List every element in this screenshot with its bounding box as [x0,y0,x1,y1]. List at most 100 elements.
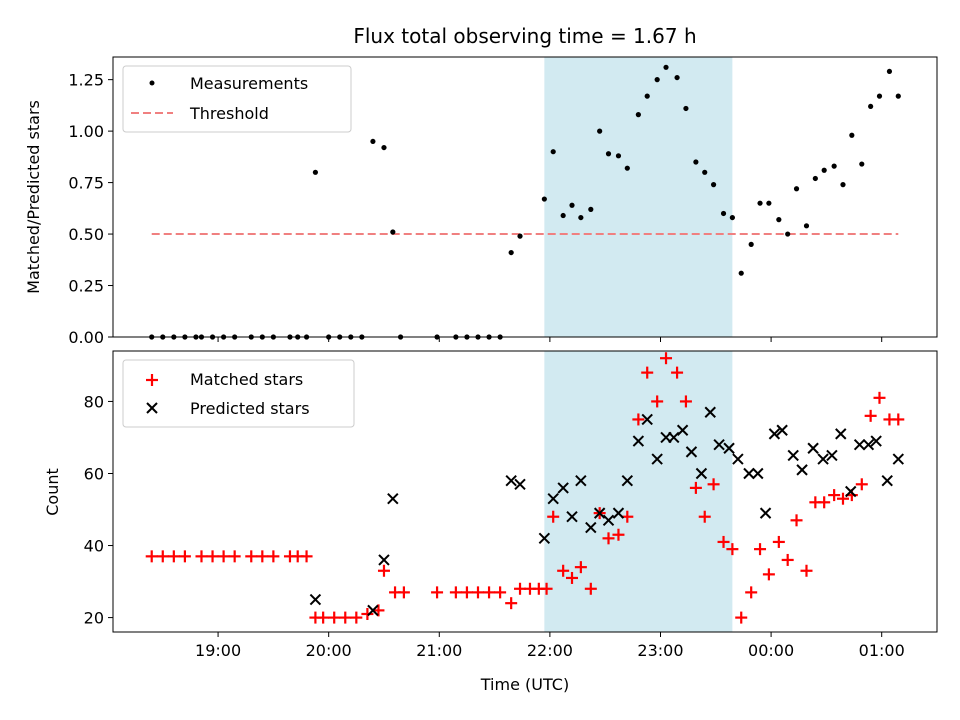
measurement-point-49 [702,169,708,175]
measurement-point-43 [644,93,650,99]
measurement-point-33 [550,149,556,155]
predicted-star-point-28 [743,467,755,480]
measurement-point-50 [710,182,717,188]
matched-star-point-38 [574,561,587,574]
predicted-star-stroke-b-40 [853,438,866,451]
predicted-star-stroke-b-32 [776,424,788,436]
top-y-tick-label-2: 0.50 [68,225,104,244]
x-tick-label-3: 22:00 [527,641,573,660]
matched-star-point-68 [855,478,868,491]
matched-star-point-51 [698,510,711,523]
measurement-point-65 [849,132,855,138]
legend-predicted-marker [146,402,158,414]
measurement-point-66 [859,161,865,167]
measurement-point-63 [831,163,837,169]
matched-star-point-60 [781,553,794,566]
x-tick-label-5: 00:00 [748,641,794,660]
predicted-star-point-24 [704,406,716,418]
matched-star-point-39 [584,582,597,595]
measurement-point-53 [738,270,744,276]
bottom-y-tick-label-0: 20 [84,609,104,628]
predicted-star-point-12 [593,507,606,519]
predicted-star-stroke-b-23 [695,467,708,480]
measurement-point-15 [312,169,319,175]
measurement-point-47 [683,105,689,112]
predicted-star-point-14 [612,507,625,519]
predicted-star-point-44 [892,453,904,465]
matched-star-point-6 [217,550,230,563]
predicted-star-stroke-b-14 [612,507,625,519]
matched-star-point-19 [361,607,374,620]
predicted-star-stroke-b-29 [752,467,764,480]
predicted-star-stroke-b-24 [704,406,716,418]
predicted-star-point-31 [768,428,781,440]
bottom-y-axis-label: Count [43,468,62,516]
predicted-star-stroke-b-35 [807,442,819,454]
predicted-star-point-18 [651,453,663,465]
measurement-point-56 [766,200,772,206]
measurement-point-61 [812,175,818,182]
predicted-star-point-10 [575,474,587,487]
measurement-point-34 [560,212,566,219]
predicted-star-stroke-b-16 [632,435,645,447]
predicted-star-stroke-b-34 [796,464,808,476]
measurement-point-32 [541,196,547,202]
measurement-point-35 [569,202,575,208]
predicted-star-stroke-b-15 [621,474,634,487]
x-tick-label-4: 23:00 [637,641,683,660]
predicted-star-stroke-b-7 [547,492,559,505]
predicted-star-point-37 [826,449,838,462]
predicted-star-stroke-b-39 [845,485,857,498]
matched-star-point-36 [557,564,570,577]
predicted-star-point-4 [505,474,517,487]
legend-measurements-marker [149,80,155,86]
top-panel: Flux total observing time = 1.67 h 0.000… [24,24,938,347]
measurement-point-67 [868,103,874,110]
predicted-star-stroke-b-8 [557,482,569,494]
matched-star-point-42 [612,528,625,541]
matched-star-point-2 [167,550,180,563]
matched-star-point-10 [267,550,280,563]
count-points [145,352,905,624]
predicted-star-stroke-b-42 [870,435,882,447]
matched-star-point-15 [317,611,330,624]
predicted-star-point-35 [807,442,819,454]
matched-star-point-7 [228,550,241,563]
top-x-ticks [217,337,883,342]
predicted-star-point-22 [685,446,698,458]
matched-star-point-24 [431,586,444,599]
predicted-star-point-25 [713,438,725,451]
matched-star-point-37 [566,571,579,584]
predicted-star-point-41 [862,438,875,451]
matched-star-point-13 [300,550,313,563]
predicted-star-point-7 [547,492,559,505]
top-y-axis: 0.00 0.25 0.50 0.75 1.00 1.25 [68,71,113,347]
measurement-point-54 [748,241,754,247]
predicted-star-stroke-b-20 [668,431,680,444]
top-legend-box [122,65,352,133]
bottom-panel: 20 40 60 80 19:00 20:00 21:00 22:00 23:00 00:00 0… [43,350,938,694]
matched-star-point-50 [689,481,702,494]
predicted-star-stroke-b-5 [514,478,526,491]
predicted-star-stroke-b-27 [732,453,744,465]
predicted-star-point-38 [835,428,847,440]
predicted-star-point-2 [378,554,390,566]
matched-star-point-9 [256,550,269,563]
predicted-star-point-1 [367,604,379,617]
matched-star-point-55 [735,611,748,624]
predicted-star-stroke-b-1 [367,604,379,617]
matched-star-point-20 [372,604,385,617]
matched-star-point-57 [754,543,767,556]
predicted-star-stroke-b-17 [641,413,653,426]
legend-predicted-label: Predicted stars [190,399,310,418]
predicted-star-stroke-b-30 [759,507,772,519]
measurement-point-57 [776,217,782,223]
measurement-point-44 [654,77,660,83]
measurement-point-37 [588,206,594,212]
measurement-point-68 [876,93,883,99]
predicted-star-point-29 [752,467,764,480]
matched-star-point-8 [245,550,258,563]
predicted-star-point-42 [870,435,882,447]
matched-star-point-5 [206,550,219,563]
